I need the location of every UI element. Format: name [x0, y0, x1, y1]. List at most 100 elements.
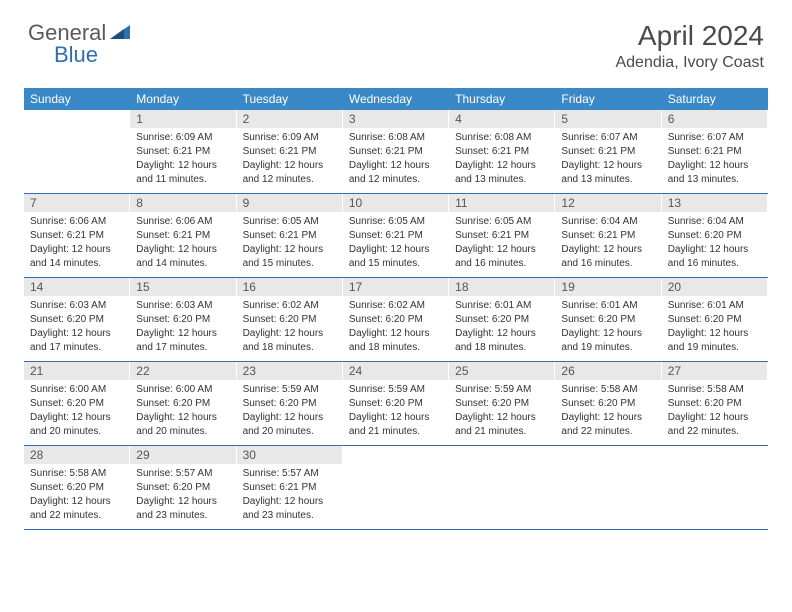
- day-cell: 9Sunrise: 6:05 AMSunset: 6:21 PMDaylight…: [237, 194, 343, 277]
- daylight-text-1: Daylight: 12 hours: [30, 327, 123, 340]
- day-cell: [24, 110, 130, 193]
- sunrise-text: Sunrise: 6:07 AM: [668, 131, 761, 144]
- day-number: 8: [130, 194, 235, 212]
- sunrise-text: Sunrise: 5:58 AM: [668, 383, 761, 396]
- sunrise-text: Sunrise: 6:08 AM: [349, 131, 442, 144]
- daylight-text-2: and 19 minutes.: [668, 341, 761, 354]
- sunrise-text: Sunrise: 5:57 AM: [136, 467, 229, 480]
- daylight-text-2: and 16 minutes.: [668, 257, 761, 270]
- daylight-text-1: Daylight: 12 hours: [668, 159, 761, 172]
- dow-sunday: Sunday: [24, 88, 130, 110]
- daylight-text-2: and 20 minutes.: [30, 425, 123, 438]
- sunset-text: Sunset: 6:21 PM: [243, 481, 336, 494]
- sunset-text: Sunset: 6:20 PM: [561, 313, 654, 326]
- sunrise-text: Sunrise: 6:02 AM: [243, 299, 336, 312]
- sunrise-text: Sunrise: 6:06 AM: [136, 215, 229, 228]
- day-cell: 25Sunrise: 5:59 AMSunset: 6:20 PMDayligh…: [449, 362, 555, 445]
- sunrise-text: Sunrise: 6:03 AM: [30, 299, 123, 312]
- sunset-text: Sunset: 6:21 PM: [455, 145, 548, 158]
- dow-saturday: Saturday: [662, 88, 768, 110]
- sunrise-text: Sunrise: 6:01 AM: [561, 299, 654, 312]
- day-number: 10: [343, 194, 448, 212]
- sunrise-text: Sunrise: 5:57 AM: [243, 467, 336, 480]
- sunset-text: Sunset: 6:20 PM: [243, 313, 336, 326]
- daylight-text-2: and 13 minutes.: [561, 173, 654, 186]
- day-body: Sunrise: 6:05 AMSunset: 6:21 PMDaylight:…: [343, 212, 448, 277]
- day-cell: 10Sunrise: 6:05 AMSunset: 6:21 PMDayligh…: [343, 194, 449, 277]
- daylight-text-2: and 15 minutes.: [243, 257, 336, 270]
- day-cell: 14Sunrise: 6:03 AMSunset: 6:20 PMDayligh…: [24, 278, 130, 361]
- day-cell: 28Sunrise: 5:58 AMSunset: 6:20 PMDayligh…: [24, 446, 130, 529]
- sunset-text: Sunset: 6:20 PM: [668, 313, 761, 326]
- day-body: Sunrise: 5:59 AMSunset: 6:20 PMDaylight:…: [237, 380, 342, 445]
- daylight-text-1: Daylight: 12 hours: [136, 411, 229, 424]
- day-body: Sunrise: 5:57 AMSunset: 6:21 PMDaylight:…: [237, 464, 342, 529]
- daylight-text-1: Daylight: 12 hours: [243, 327, 336, 340]
- day-number: 24: [343, 362, 448, 380]
- sunrise-text: Sunrise: 6:08 AM: [455, 131, 548, 144]
- sunset-text: Sunset: 6:21 PM: [243, 229, 336, 242]
- weeks-container: 1Sunrise: 6:09 AMSunset: 6:21 PMDaylight…: [24, 110, 768, 530]
- daylight-text-1: Daylight: 12 hours: [668, 243, 761, 256]
- day-number: 25: [449, 362, 554, 380]
- daylight-text-2: and 22 minutes.: [30, 509, 123, 522]
- daylight-text-2: and 23 minutes.: [136, 509, 229, 522]
- day-number: 27: [662, 362, 767, 380]
- daylight-text-2: and 12 minutes.: [243, 173, 336, 186]
- logo-text-blue: Blue: [54, 42, 98, 68]
- day-number: 29: [130, 446, 235, 464]
- sunrise-text: Sunrise: 6:04 AM: [561, 215, 654, 228]
- sunrise-text: Sunrise: 6:05 AM: [349, 215, 442, 228]
- day-number: 20: [662, 278, 767, 296]
- daylight-text-2: and 11 minutes.: [136, 173, 229, 186]
- day-body: Sunrise: 6:09 AMSunset: 6:21 PMDaylight:…: [237, 128, 342, 193]
- day-body: Sunrise: 6:03 AMSunset: 6:20 PMDaylight:…: [130, 296, 235, 361]
- daylight-text-2: and 14 minutes.: [136, 257, 229, 270]
- daylight-text-1: Daylight: 12 hours: [243, 243, 336, 256]
- sunset-text: Sunset: 6:20 PM: [136, 397, 229, 410]
- daylight-text-2: and 23 minutes.: [243, 509, 336, 522]
- day-number: 7: [24, 194, 129, 212]
- sunset-text: Sunset: 6:20 PM: [349, 397, 442, 410]
- day-number: 6: [662, 110, 767, 128]
- daylight-text-1: Daylight: 12 hours: [561, 327, 654, 340]
- daylight-text-1: Daylight: 12 hours: [243, 159, 336, 172]
- day-body: Sunrise: 6:04 AMSunset: 6:20 PMDaylight:…: [662, 212, 767, 277]
- daylight-text-1: Daylight: 12 hours: [136, 159, 229, 172]
- day-cell: 24Sunrise: 5:59 AMSunset: 6:20 PMDayligh…: [343, 362, 449, 445]
- daylight-text-2: and 22 minutes.: [668, 425, 761, 438]
- daylight-text-1: Daylight: 12 hours: [30, 243, 123, 256]
- daylight-text-1: Daylight: 12 hours: [136, 327, 229, 340]
- day-cell: 5Sunrise: 6:07 AMSunset: 6:21 PMDaylight…: [555, 110, 661, 193]
- title-block: April 2024 Adendia, Ivory Coast: [615, 20, 764, 72]
- daylight-text-1: Daylight: 12 hours: [136, 495, 229, 508]
- sunset-text: Sunset: 6:21 PM: [30, 229, 123, 242]
- day-body: Sunrise: 6:01 AMSunset: 6:20 PMDaylight:…: [662, 296, 767, 361]
- day-number: 21: [24, 362, 129, 380]
- sunset-text: Sunset: 6:21 PM: [561, 145, 654, 158]
- daylight-text-1: Daylight: 12 hours: [349, 243, 442, 256]
- sunset-text: Sunset: 6:21 PM: [349, 229, 442, 242]
- daylight-text-1: Daylight: 12 hours: [455, 327, 548, 340]
- daylight-text-2: and 14 minutes.: [30, 257, 123, 270]
- week-row: 1Sunrise: 6:09 AMSunset: 6:21 PMDaylight…: [24, 110, 768, 194]
- logo: General Blue: [28, 20, 132, 46]
- header: General Blue April 2024 Adendia, Ivory C…: [0, 0, 792, 80]
- day-cell: 2Sunrise: 6:09 AMSunset: 6:21 PMDaylight…: [237, 110, 343, 193]
- day-cell: 1Sunrise: 6:09 AMSunset: 6:21 PMDaylight…: [130, 110, 236, 193]
- day-number: 5: [555, 110, 660, 128]
- daylight-text-2: and 18 minutes.: [455, 341, 548, 354]
- daylight-text-1: Daylight: 12 hours: [349, 327, 442, 340]
- day-cell: 16Sunrise: 6:02 AMSunset: 6:20 PMDayligh…: [237, 278, 343, 361]
- sunset-text: Sunset: 6:20 PM: [243, 397, 336, 410]
- day-number: [24, 110, 129, 128]
- sunrise-text: Sunrise: 6:04 AM: [668, 215, 761, 228]
- sunrise-text: Sunrise: 5:58 AM: [561, 383, 654, 396]
- daylight-text-1: Daylight: 12 hours: [349, 159, 442, 172]
- day-body: Sunrise: 6:05 AMSunset: 6:21 PMDaylight:…: [449, 212, 554, 277]
- daylight-text-1: Daylight: 12 hours: [30, 495, 123, 508]
- daylight-text-2: and 19 minutes.: [561, 341, 654, 354]
- day-number: [662, 446, 767, 464]
- day-cell: 15Sunrise: 6:03 AMSunset: 6:20 PMDayligh…: [130, 278, 236, 361]
- sunrise-text: Sunrise: 6:05 AM: [243, 215, 336, 228]
